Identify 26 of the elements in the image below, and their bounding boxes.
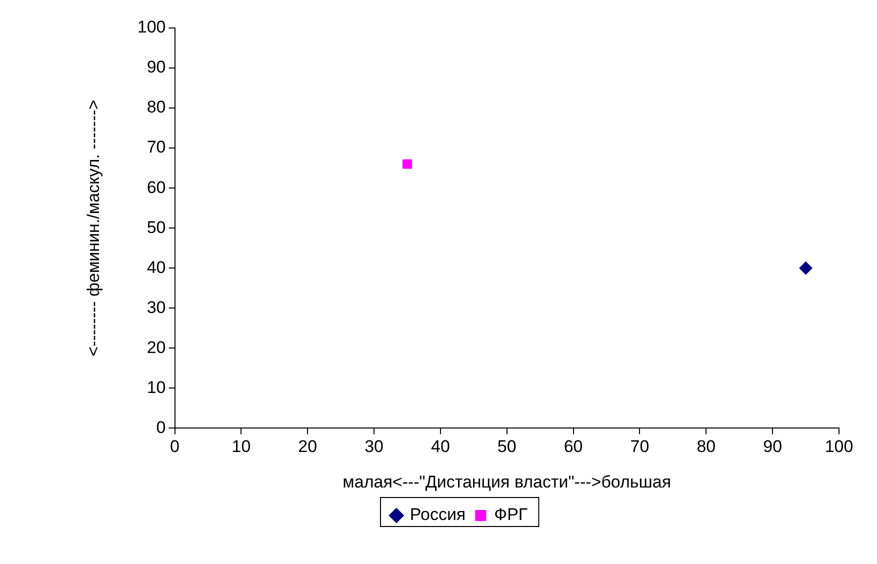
x-tick-label: 0 xyxy=(170,437,180,456)
x-tick-label: 10 xyxy=(232,437,251,456)
x-tick-label: 100 xyxy=(824,437,854,456)
y-tick-label: 10 xyxy=(146,378,166,397)
x-tick-label: 40 xyxy=(430,437,450,456)
legend-label: Россия xyxy=(410,505,466,524)
y-axis-title: <-------- феминин./маскул. -------> xyxy=(84,100,103,356)
legend-label: ФРГ xyxy=(494,505,528,524)
x-tick-label: 90 xyxy=(763,437,782,456)
y-tick-label: 60 xyxy=(146,178,166,197)
x-tick-label: 20 xyxy=(298,437,318,456)
x-tick-label: 70 xyxy=(630,437,650,456)
y-tick-label: 50 xyxy=(146,218,166,237)
x-tick-label: 60 xyxy=(564,437,583,456)
y-tick-label: 70 xyxy=(146,138,166,157)
y-tick-label: 90 xyxy=(146,58,166,77)
y-tick-label: 80 xyxy=(146,98,166,117)
y-tick-label: 0 xyxy=(156,418,166,437)
y-tick-label: 100 xyxy=(137,18,166,37)
y-tick-label: 40 xyxy=(146,258,166,277)
x-tick-label: 80 xyxy=(696,437,716,456)
x-tick-label: 30 xyxy=(364,437,384,456)
x-axis-title: малая<---"Дистанция власти"--->большая xyxy=(342,472,672,492)
x-tick-label: 50 xyxy=(497,437,516,456)
y-tick-label: 20 xyxy=(146,338,166,357)
y-tick-label: 30 xyxy=(146,298,166,317)
